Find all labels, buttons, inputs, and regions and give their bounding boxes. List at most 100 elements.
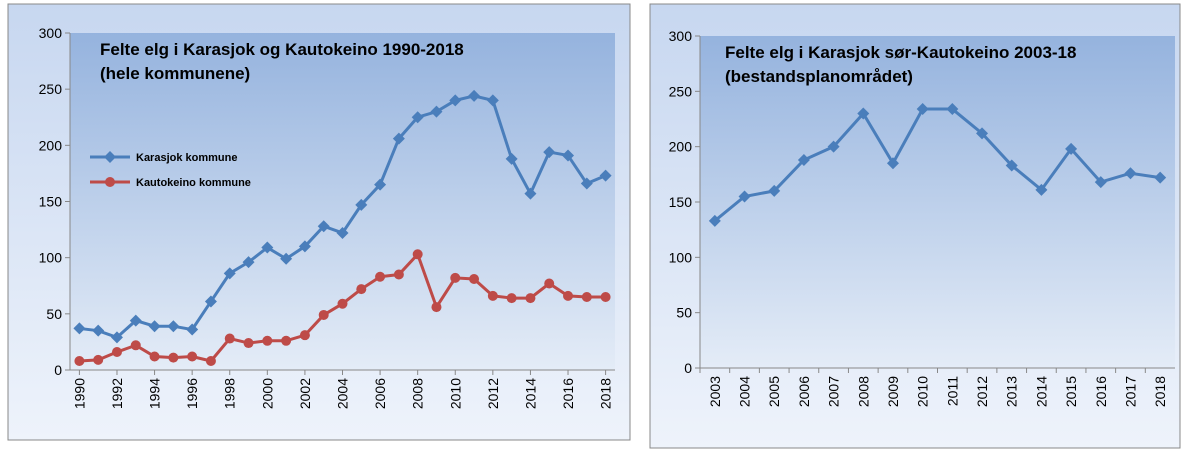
- chart-title: Felte elg i Karasjok og Kautokeino 1990-…: [100, 40, 464, 59]
- marker: [261, 241, 274, 254]
- marker: [543, 146, 556, 159]
- marker: [262, 335, 273, 346]
- chart-subtitle: (hele kommunene): [100, 64, 250, 83]
- x-tick-label: 2008: [410, 378, 426, 409]
- marker: [299, 330, 310, 341]
- x-tick-label: 2014: [522, 378, 538, 409]
- marker: [450, 272, 461, 283]
- marker: [797, 153, 810, 166]
- marker: [1124, 167, 1137, 180]
- x-tick-label: 2010: [447, 378, 463, 409]
- marker: [167, 320, 180, 333]
- y-tick-label: 200: [669, 139, 693, 155]
- marker: [487, 290, 498, 301]
- x-tick-label: 2018: [1152, 376, 1168, 407]
- x-tick-label: 2000: [259, 378, 275, 409]
- x-tick-label: 2018: [598, 378, 614, 409]
- x-tick-label: 2008: [855, 376, 871, 407]
- marker: [149, 351, 160, 362]
- marker: [599, 169, 612, 182]
- y-tick-label: 0: [684, 360, 692, 376]
- plot-area: [700, 36, 1175, 368]
- marker: [392, 132, 405, 145]
- marker: [168, 352, 179, 363]
- y-tick-label: 100: [39, 250, 63, 266]
- marker: [317, 220, 330, 233]
- marker: [148, 320, 161, 333]
- marker: [469, 274, 480, 285]
- marker: [74, 356, 85, 367]
- marker: [886, 157, 899, 170]
- x-tick-label: 2012: [974, 376, 990, 407]
- marker: [130, 340, 141, 351]
- marker: [93, 354, 104, 365]
- x-tick-label: 1992: [109, 378, 125, 409]
- x-tick-label: 2016: [560, 378, 576, 409]
- marker: [505, 152, 518, 165]
- chart-subtitle: (bestandsplanområdet): [725, 67, 913, 86]
- marker: [431, 302, 442, 313]
- x-tick-label: 2004: [737, 376, 753, 407]
- marker: [1065, 142, 1078, 155]
- x-tick-label: 2002: [297, 378, 313, 409]
- marker: [916, 103, 929, 116]
- x-tick-label: 2015: [1063, 376, 1079, 407]
- marker: [525, 293, 536, 304]
- x-tick-label: 2005: [766, 376, 782, 407]
- marker: [738, 190, 751, 203]
- x-tick-label: 2013: [1004, 376, 1020, 407]
- y-tick-label: 250: [39, 81, 63, 97]
- marker: [1154, 171, 1167, 184]
- x-tick-label: 2003: [707, 376, 723, 407]
- marker: [375, 271, 386, 282]
- marker: [449, 94, 462, 107]
- marker: [976, 127, 989, 140]
- chart-title: Felte elg i Karasjok sør-Kautokeino 2003…: [725, 43, 1076, 62]
- y-tick-label: 300: [669, 28, 693, 44]
- marker: [486, 94, 499, 107]
- marker: [857, 107, 870, 120]
- y-tick-label: 50: [676, 305, 692, 321]
- marker: [580, 177, 593, 190]
- marker: [1094, 176, 1107, 189]
- x-tick-label: 2016: [1093, 376, 1109, 407]
- x-tick-label: 1994: [147, 378, 163, 409]
- marker: [224, 333, 235, 344]
- plot-area: [70, 33, 615, 370]
- marker: [337, 298, 348, 309]
- marker: [110, 331, 123, 344]
- x-tick-label: 2012: [485, 378, 501, 409]
- marker: [411, 111, 424, 124]
- x-tick-label: 2017: [1122, 376, 1138, 407]
- marker: [827, 140, 840, 153]
- marker: [506, 293, 517, 304]
- marker: [524, 187, 537, 200]
- marker: [223, 267, 236, 280]
- legend-label: Karasjok kommune: [136, 152, 237, 164]
- marker: [468, 89, 481, 102]
- x-tick-label: 2010: [915, 376, 931, 407]
- y-tick-label: 150: [669, 194, 693, 210]
- marker: [430, 105, 443, 118]
- marker: [544, 278, 555, 289]
- marker: [581, 291, 592, 302]
- marker: [104, 151, 116, 163]
- y-tick-label: 300: [39, 25, 63, 41]
- legend-label: Kautokeino kommune: [136, 177, 251, 189]
- marker: [187, 351, 198, 362]
- marker: [242, 256, 255, 269]
- marker: [336, 226, 349, 239]
- y-tick-label: 200: [39, 137, 63, 153]
- x-tick-label: 1990: [71, 378, 87, 409]
- marker: [111, 347, 122, 358]
- series-line: [713, 107, 1161, 222]
- x-tick-label: 2009: [885, 376, 901, 407]
- y-tick-label: 100: [669, 249, 693, 265]
- marker: [1035, 183, 1048, 196]
- marker: [205, 356, 216, 367]
- marker: [281, 335, 292, 346]
- marker: [318, 309, 329, 320]
- x-tick-label: 1996: [184, 378, 200, 409]
- marker: [356, 284, 367, 295]
